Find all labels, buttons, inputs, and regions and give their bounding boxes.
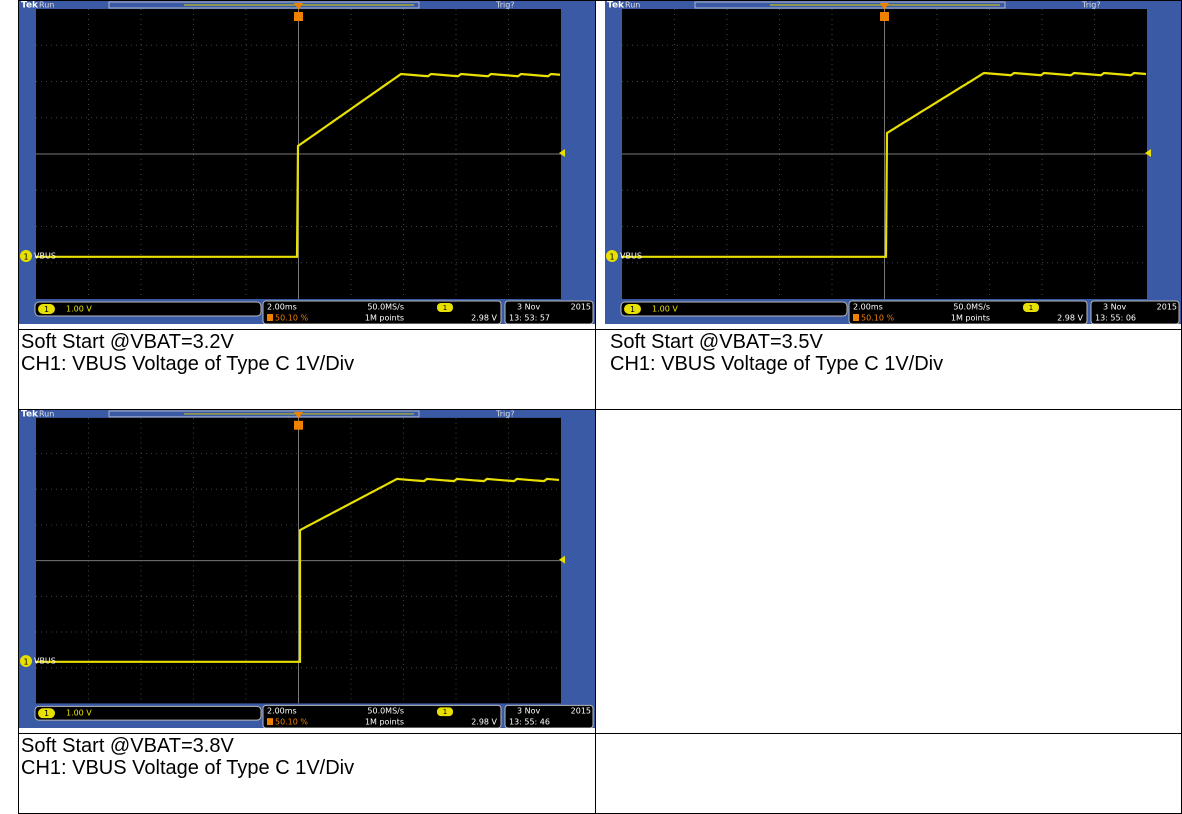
trigger-position: 50.10 % — [861, 314, 894, 323]
run-state: Run — [39, 1, 54, 10]
record-length: 1M points — [365, 718, 404, 727]
time: 13: 53: 57 — [509, 314, 550, 323]
trig-icon — [267, 718, 273, 725]
caption-cell: Soft Start @VBAT=3.2V CH1: VBUS Voltage … — [19, 330, 596, 410]
caption-cell — [596, 734, 1182, 814]
trigger-pos — [294, 421, 303, 430]
trigger-level: 2.98 V — [471, 314, 497, 323]
sample-rate: 50.0MS/s — [367, 303, 404, 312]
timebase: 2.00ms — [267, 707, 297, 716]
caption-cell: Soft Start @VBAT=3.8V CH1: VBUS Voltage … — [19, 734, 596, 814]
record-length: 1M points — [951, 314, 990, 323]
trig-icon — [267, 314, 273, 321]
caption-line: CH1: VBUS Voltage of Type C 1V/Div — [610, 353, 1181, 375]
record-length: 1M points — [365, 314, 404, 323]
trigger-pos — [294, 12, 303, 21]
channel-label: VBUS — [34, 252, 56, 261]
channel-label: VBUS — [34, 657, 56, 666]
caption-line: CH1: VBUS Voltage of Type C 1V/Div — [21, 353, 595, 375]
caption-line: CH1: VBUS Voltage of Type C 1V/Div — [21, 757, 595, 779]
channel-number: 1 — [23, 658, 28, 667]
page: TekRunTrig?1VBUS11.00 V2.00ms50.10 %50.0… — [0, 0, 1182, 805]
trigger-status: Trig? — [495, 1, 515, 10]
trig-badge-num: 1 — [1029, 304, 1033, 312]
channel-number: 1 — [609, 253, 614, 262]
channel-label: VBUS — [620, 252, 642, 261]
channel-number: 1 — [23, 253, 28, 262]
run-state: Run — [625, 1, 640, 10]
ch1-scale: 1.00 V — [66, 305, 92, 314]
ch1-scale: 1.00 V — [66, 709, 92, 718]
ch-badge-num: 1 — [44, 709, 49, 718]
trigger-status: Trig? — [495, 410, 515, 418]
brand: Tek — [21, 1, 39, 11]
sample-rate: 50.0MS/s — [367, 707, 404, 716]
cell — [596, 410, 1182, 734]
year: 2015 — [571, 303, 591, 312]
trigger-status: Trig? — [1081, 1, 1101, 10]
trigger-position: 50.10 % — [275, 718, 308, 727]
trigger-position: 50.10 % — [275, 314, 308, 323]
year: 2015 — [1157, 303, 1177, 312]
timebase: 2.00ms — [853, 303, 883, 312]
date: 3 Nov — [517, 707, 541, 716]
trigger-pos — [880, 12, 889, 21]
date: 3 Nov — [517, 303, 541, 312]
trig-icon — [853, 314, 859, 321]
caption-cell: Soft Start @VBAT=3.5V CH1: VBUS Voltage … — [596, 330, 1182, 410]
brand: Tek — [607, 1, 625, 11]
trigger-level: 2.98 V — [471, 718, 497, 727]
date: 3 Nov — [1103, 303, 1127, 312]
ch1-scale: 1.00 V — [652, 305, 678, 314]
run-state: Run — [39, 410, 54, 418]
timebase: 2.00ms — [267, 303, 297, 312]
ch-badge-num: 1 — [630, 305, 635, 314]
trig-badge-num: 1 — [443, 708, 447, 716]
caption-line: Soft Start @VBAT=3.8V — [21, 735, 595, 757]
brand: Tek — [21, 410, 39, 419]
sample-rate: 50.0MS/s — [953, 303, 990, 312]
year: 2015 — [571, 707, 591, 716]
trigger-level: 2.98 V — [1057, 314, 1083, 323]
trig-badge-num: 1 — [443, 304, 447, 312]
caption-line: Soft Start @VBAT=3.2V — [21, 331, 595, 353]
time: 13: 55: 06 — [1095, 314, 1136, 323]
time: 13: 55: 46 — [509, 718, 550, 727]
ch-badge-num: 1 — [44, 305, 49, 314]
caption-line: Soft Start @VBAT=3.5V — [610, 331, 1181, 353]
